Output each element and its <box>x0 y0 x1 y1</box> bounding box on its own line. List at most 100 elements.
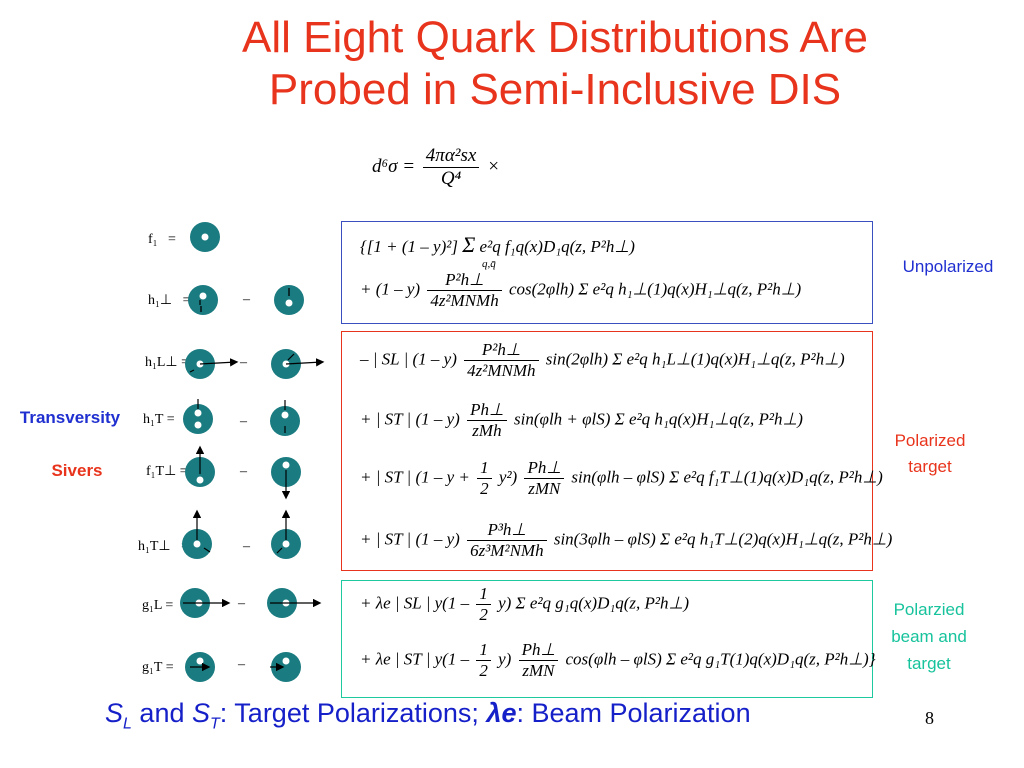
header-times: × <box>487 155 500 177</box>
eq4-den: zMh <box>472 421 502 440</box>
dist-h1perp-eq: = <box>182 293 191 308</box>
eq8-num: Ph⊥ <box>518 640 559 661</box>
nucleon-circle-g1l-a <box>180 588 231 618</box>
minus-7: – <box>238 657 245 672</box>
eq3-fraction: P²h⊥ 4z²MNMh <box>464 340 539 381</box>
eq1-sum: Σ <box>462 232 476 257</box>
eq7-pre: + λe | SL | y(1 – <box>360 593 470 613</box>
spin-diagrams <box>180 222 325 682</box>
equation-4: + | ST | (1 – y) Ph⊥ zMh sin(φlh + φlS) Σ… <box>360 400 803 441</box>
eq6-pre: + | ST | (1 – y) <box>360 529 460 549</box>
eq8-post: cos(φlh – φlS) Σ e²q g₁T(1)q(x)D₁q(z, P²… <box>565 649 876 669</box>
nucleon-circle-g1t-b <box>270 652 301 682</box>
dist-f1tperp-label: f₁T⊥ <box>146 464 177 479</box>
dist-h1lperp-label: h₁L⊥ <box>145 355 178 370</box>
eq5-fraction: Ph⊥ zMN <box>524 458 565 499</box>
eq2-pre: + (1 – y) <box>360 279 421 299</box>
eq5-mid: y²) <box>498 467 518 487</box>
nucleon-circle-g1t-a <box>185 652 215 682</box>
footer-mid: : Target Polarizations; <box>219 698 487 728</box>
eq2-fraction: P²h⊥ 4z²MNMh <box>427 270 502 311</box>
footer-and: and <box>131 698 192 728</box>
eq6-num: P³h⊥ <box>467 520 547 541</box>
eq6-fraction: P³h⊥ 6z³M²NMh <box>467 520 547 561</box>
header-fraction: 4πα²sx Q⁴ <box>422 145 480 190</box>
nucleon-circle-h1tperp-a <box>182 509 212 559</box>
minus-4: – <box>240 464 247 479</box>
label-transversity: Transversity <box>19 408 121 427</box>
eq5-half-den: 2 <box>480 479 489 498</box>
label-unpolarized: Unpolarized <box>902 257 994 276</box>
dist-g1l-label: g₁L <box>142 598 162 613</box>
dist-h1tperp-label: h₁T⊥ <box>138 539 171 554</box>
slide-title: All Eight Quark Distributions Are Probed… <box>150 12 960 116</box>
header-num: 4πα²sx <box>422 145 480 168</box>
eq4-num: Ph⊥ <box>467 400 507 421</box>
header-lhs: d⁶σ = <box>372 155 416 177</box>
nucleon-circle-h1lperp-a <box>185 349 239 379</box>
dist-g1t-eq: = <box>165 660 174 675</box>
title-line-1: All Eight Quark Distributions Are <box>241 13 869 62</box>
equation-1: {[1 + (1 – y)²] Σ e²q f₁q(x)D₁q(z, P²h⊥) <box>360 232 635 258</box>
dist-f1-name: f₁ = <box>148 232 176 248</box>
eq4-post: sin(φlh + φlS) Σ e²q h₁q(x)H₁⊥q(z, P²h⊥) <box>514 409 803 429</box>
eq6-post: sin(3φlh – φlS) Σ e²q h₁T⊥(2)q(x)H₁⊥q(z,… <box>553 529 893 549</box>
dist-g1t-name: g₁T = <box>142 660 174 676</box>
footer-end: : Beam Polarization <box>516 698 751 728</box>
eq8-mid: y) <box>498 649 512 669</box>
nucleon-circle-f1tperp-b <box>271 457 301 500</box>
label-sivers: Sivers <box>51 461 103 480</box>
label-polarized-target: Polarized target <box>894 431 966 476</box>
sum-subscript-1: q,q̄ <box>482 258 496 270</box>
dist-g1l-eq: = <box>165 598 174 613</box>
eq5-pre: + | ST | (1 – y + <box>360 467 470 487</box>
dist-f1tperp-name: f₁T⊥ = <box>146 463 188 480</box>
eq8-half-den: 2 <box>479 661 488 680</box>
eq4-fraction: Ph⊥ zMh <box>467 400 507 441</box>
eq3-den: 4z²MNMh <box>467 361 536 380</box>
eq3-pre: – | SL | (1 – y) <box>360 349 457 369</box>
box-unpolarized <box>341 221 873 324</box>
minus-2: – <box>240 355 247 370</box>
eq5-half-num: 1 <box>477 458 492 479</box>
nucleon-circle-h1tperp-b <box>271 509 301 559</box>
box-polarized-beam <box>341 580 873 698</box>
minus-6: – <box>238 596 245 611</box>
dist-h1perp-name: h₁⊥ = <box>148 292 190 309</box>
footer-caption: SL and ST: Target Polarizations; λe: Bea… <box>105 698 751 733</box>
nucleon-circle-h1lperp-b <box>271 349 325 379</box>
header-den: Q⁴ <box>440 168 462 189</box>
footer-sl: SL <box>105 698 132 733</box>
eq8-half-num: 1 <box>476 640 491 661</box>
eq1-post: e²q f₁q(x)D₁q(z, P²h⊥) <box>479 237 635 256</box>
dist-h1t-label: h₁T <box>143 412 164 427</box>
dist-g1t-label: g₁T <box>142 660 163 675</box>
eq2-num: P²h⊥ <box>427 270 502 291</box>
nucleon-circle-h1perp-a <box>188 285 218 315</box>
page-number: 8 <box>925 708 934 728</box>
eq6-den: 6z³M²NMh <box>470 541 544 560</box>
dist-h1t-eq: = <box>166 412 175 427</box>
box-polarized-target <box>341 331 873 571</box>
eq5-num: Ph⊥ <box>524 458 565 479</box>
nucleon-circle-h1t-a <box>183 399 213 434</box>
label-polarized-beam-target: Polarzied beam and target <box>891 600 967 673</box>
dist-h1perp-label: h₁⊥ <box>148 293 173 308</box>
eq8-pre: + λe | ST | y(1 – <box>360 649 470 669</box>
eq3-post: sin(2φlh) Σ e²q h₁L⊥(1)q(x)H₁⊥q(z, P²h⊥) <box>545 349 845 369</box>
minus-1: – <box>243 292 250 307</box>
eq2-post: cos(2φlh) Σ e²q h₁⊥(1)q(x)H₁⊥q(z, P²h⊥) <box>508 279 802 299</box>
equation-2: + (1 – y) P²h⊥ 4z²MNMh cos(2φlh) Σ e²q h₁… <box>360 270 801 311</box>
eq7-post: y) Σ e²q g₁q(x)D₁q(z, P²h⊥) <box>498 593 689 613</box>
nucleon-circle-h1t-b <box>270 400 300 436</box>
title-line-2: Probed in Semi-Inclusive DIS <box>268 65 842 114</box>
eq4-pre: + | ST | (1 – y) <box>360 409 460 429</box>
dist-h1t-name: h₁T = <box>143 412 175 428</box>
eq7-half-den: 2 <box>479 605 488 624</box>
equation-6: + | ST | (1 – y) P³h⊥ 6z³M²NMh sin(3φlh –… <box>360 520 892 561</box>
eq1-pre: {[1 + (1 – y)²] <box>360 237 458 256</box>
